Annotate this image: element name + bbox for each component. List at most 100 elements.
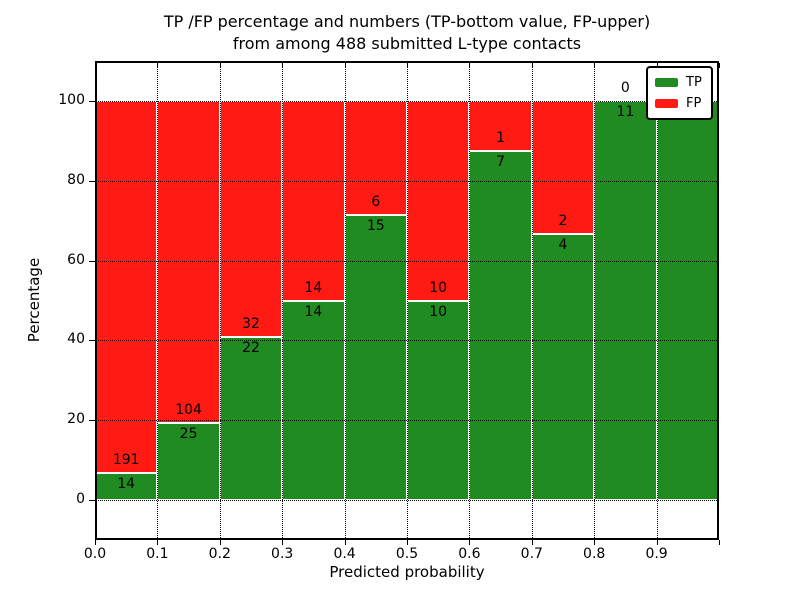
y-tick-label: 40	[67, 331, 85, 348]
x-tick-mark	[344, 540, 346, 545]
x-tick-label: 0.4	[333, 546, 356, 562]
bar-count-label-fp: 32	[242, 316, 260, 333]
legend-item-tp: TP	[655, 74, 702, 91]
x-tick-mark	[719, 63, 720, 68]
y-grid-line	[95, 500, 719, 502]
y-tick-mark	[89, 340, 95, 342]
bar-edge-line	[469, 149, 532, 152]
x-tick-label: 0.6	[458, 546, 481, 562]
bar-count-label-fp: 104	[175, 401, 202, 418]
y-tick-mark	[89, 100, 95, 102]
x-tick-mark	[219, 540, 221, 545]
bar-segment-tp	[219, 337, 283, 501]
y-tick-label: 0	[76, 491, 85, 508]
bar-segment-fp	[282, 100, 345, 301]
bar-segment-tp	[656, 100, 719, 501]
bar-segment-tp	[282, 300, 345, 501]
y-axis-label: Percentage	[25, 257, 43, 343]
x-tick-mark	[282, 540, 284, 545]
x-tick-label: 0.3	[271, 546, 294, 562]
bar-count-label-tp: 14	[117, 475, 136, 492]
bar-count-label-fp: 191	[112, 451, 140, 468]
bar-count-label-tp: 22	[242, 340, 260, 357]
bar-count-label-fp: 10	[429, 279, 448, 296]
bar-count-label-tp: 11	[616, 103, 635, 120]
bar-segment-tp	[594, 100, 657, 501]
bar-count-label-tp: 14	[304, 303, 323, 320]
x-grid-line	[656, 61, 658, 540]
y-tick-mark	[89, 500, 95, 502]
chart-title-line1: TP /FP percentage and numbers (TP-bottom…	[163, 12, 651, 31]
x-tick-mark	[95, 540, 96, 545]
y-tick-mark	[89, 260, 95, 262]
bar-edge-line	[219, 336, 283, 339]
x-grid-line	[282, 61, 284, 540]
bar-segment-tp	[407, 300, 470, 501]
bar-segment-tp	[469, 150, 532, 501]
bar-segment-fp	[531, 100, 595, 234]
x-tick-mark	[469, 540, 471, 545]
x-tick-label: 0.5	[395, 546, 419, 562]
bar-segment-tp	[95, 472, 158, 501]
legend-swatch-tp-icon	[655, 78, 678, 87]
x-tick-label: 0.2	[208, 546, 231, 562]
bar-count-label-tp: 10	[429, 303, 448, 320]
y-grid-line	[95, 100, 719, 102]
y-tick-mark	[89, 420, 95, 422]
x-tick-label: 0.7	[520, 546, 543, 562]
x-grid-line	[407, 61, 408, 540]
bar-segment-tp	[531, 233, 595, 501]
bar-segment-fp	[344, 100, 407, 215]
y-tick-label: 100	[58, 91, 85, 108]
x-tick-label: 0.0	[83, 546, 107, 562]
bar-count-label-fp: 0	[620, 79, 630, 96]
bar-count-label-tp: 7	[496, 153, 506, 170]
bar-count-label-tp: 15	[366, 217, 385, 234]
bar-edge-line	[282, 299, 345, 302]
bar-segment-fp	[157, 100, 220, 423]
y-grid-line	[95, 420, 719, 422]
bar-count-label-tp: 4	[558, 236, 568, 253]
bar-segment-fp	[95, 100, 158, 473]
legend: TP FP	[646, 66, 713, 120]
legend-label-tp: TP	[686, 75, 702, 90]
legend-item-fp: FP	[655, 95, 702, 112]
bar-count-label-fp: 14	[304, 279, 323, 296]
y-grid-line	[95, 260, 719, 262]
x-tick-mark	[656, 540, 658, 545]
x-grid-line	[219, 61, 221, 540]
bar-edge-line	[157, 421, 220, 424]
bar-count-label-fp: 2	[558, 212, 568, 229]
x-grid-line	[157, 61, 159, 540]
bar-count-label-fp: 1	[496, 129, 506, 146]
plot-area: 1911410425322214146151010172401106	[95, 61, 719, 540]
bar-segment-fp	[469, 100, 532, 151]
legend-swatch-fp-icon	[655, 99, 678, 108]
y-grid-line	[95, 180, 719, 182]
legend-label-fp: FP	[686, 96, 702, 111]
bar-edge-line	[531, 232, 595, 235]
y-tick-label: 20	[67, 411, 85, 428]
x-grid-line	[531, 61, 533, 540]
bar-segment-fp	[407, 100, 470, 301]
x-tick-label: 0.9	[645, 546, 668, 562]
x-tick-label: 0.8	[583, 546, 606, 562]
bar-segment-fp	[219, 100, 283, 338]
bar-count-label-fp: 6	[371, 193, 381, 210]
x-tick-label: 0.1	[146, 546, 169, 562]
x-tick-mark	[407, 540, 408, 545]
bar-segment-tp	[157, 422, 220, 501]
x-tick-mark	[531, 540, 533, 545]
bar-count-label-tp: 25	[179, 425, 198, 442]
y-grid-line	[95, 340, 719, 342]
bar-edge-line	[95, 471, 158, 474]
bar-edge-line	[344, 213, 407, 216]
bar-segment-tp	[344, 214, 407, 501]
y-tick-label: 60	[67, 251, 85, 268]
x-tick-mark	[157, 540, 159, 545]
x-grid-line	[594, 61, 596, 540]
y-tick-mark	[89, 180, 95, 182]
bar-edge-line	[407, 299, 470, 302]
chart-title: TP /FP percentage and numbers (TP-bottom…	[95, 11, 719, 55]
